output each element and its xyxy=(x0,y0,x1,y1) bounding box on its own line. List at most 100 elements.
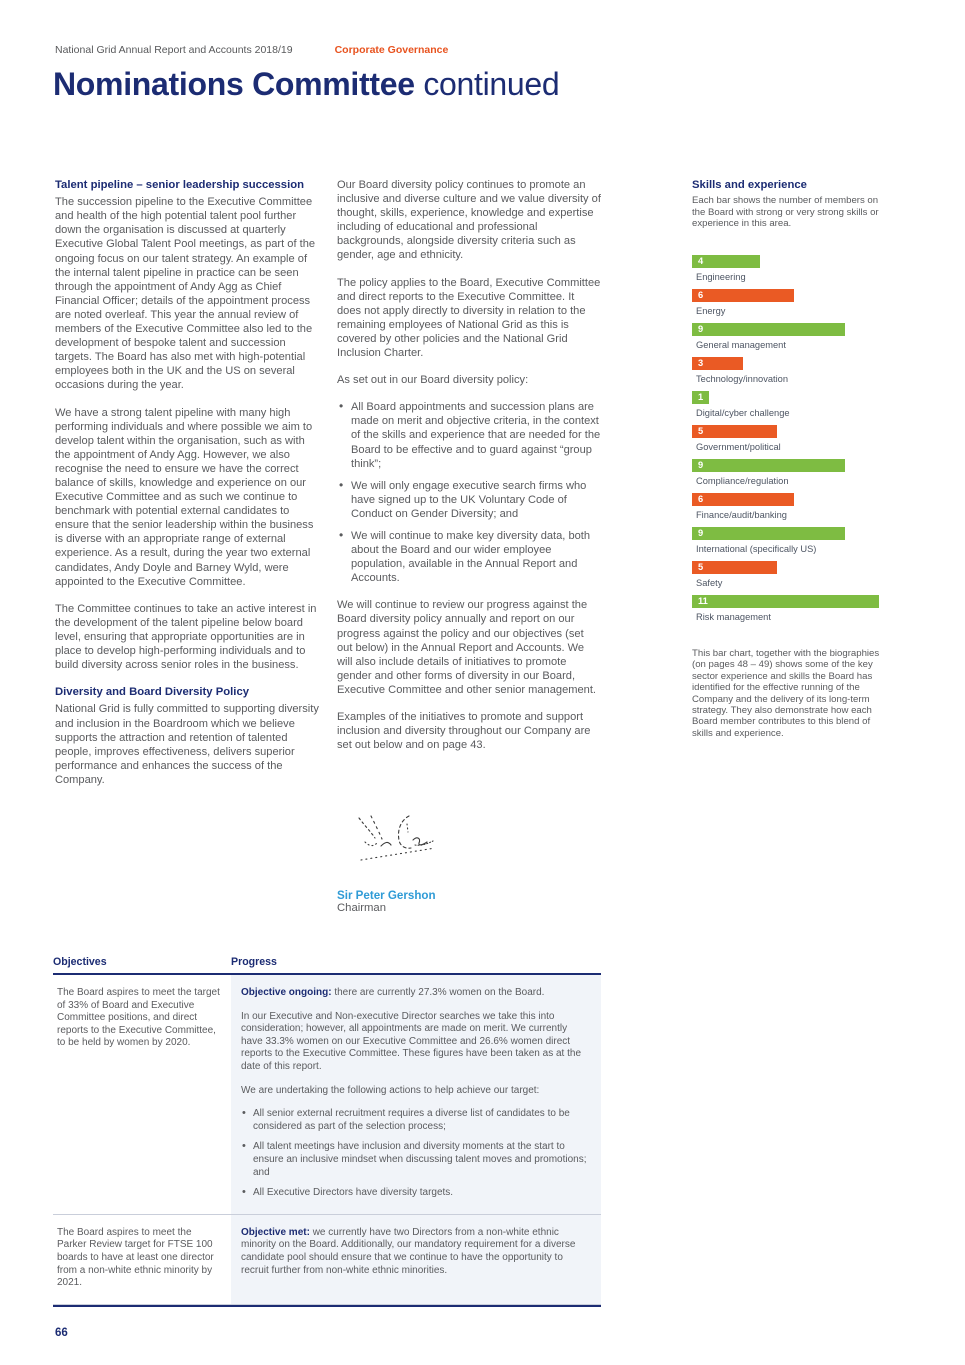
chart-bar-value: 11 xyxy=(698,596,708,606)
chart-bar-value: 3 xyxy=(698,358,704,368)
body-column-three: Skills and experience Each bar shows the… xyxy=(692,178,892,242)
body-column-one: Talent pipeline – senior leadership succ… xyxy=(55,178,319,787)
list-item: All Board appointments and succession pl… xyxy=(337,399,601,470)
chart-bar-label: Compliance/regulation xyxy=(696,476,789,486)
chart-bar-row: 1 Digital/cyber challenge xyxy=(692,391,892,425)
running-header: National Grid Annual Report and Accounts… xyxy=(55,44,448,56)
progress-status-line: Objective met: we currently have two Dir… xyxy=(241,1227,591,1277)
chart-bar: 3 xyxy=(692,357,743,370)
status-badge: Objective met: xyxy=(241,1226,310,1238)
chart-caption: This bar chart, together with the biogra… xyxy=(692,648,880,739)
chart-bar-row: 5 Safety xyxy=(692,561,892,595)
skills-bar-chart: 4 Engineering 6 Energy 9 General management 3 T… xyxy=(692,255,892,629)
chart-bar-row: 6 Energy xyxy=(692,289,892,323)
chart-bar: 5 xyxy=(692,561,777,574)
table-bottom-rule xyxy=(53,1304,601,1307)
page-title-bold: Nominations Committee xyxy=(53,66,415,102)
body-column-two: Our Board diversity policy continues to … xyxy=(337,178,601,765)
chart-bar-row: 9 International (specifically US) xyxy=(692,527,892,561)
table-header-row: Objectives Progress xyxy=(53,956,601,975)
progress-cell: Objective ongoing: there are currently 2… xyxy=(231,975,601,1214)
heading-skills-experience: Skills and experience xyxy=(692,179,807,191)
column-header-objectives: Objectives xyxy=(53,956,107,968)
chart-intro-text: Each bar shows the number of members on … xyxy=(692,195,879,230)
section-name: Corporate Governance xyxy=(334,44,449,56)
chart-bar-label: International (specifically US) xyxy=(696,544,817,554)
objective-cell: The Board aspires to meet the Parker Rev… xyxy=(53,1214,231,1304)
chart-bar-label: General management xyxy=(696,340,786,350)
column-header-progress: Progress xyxy=(231,956,277,968)
chart-bar-row: 6 Finance/audit/banking xyxy=(692,493,892,527)
chart-bar-label: Finance/audit/banking xyxy=(696,510,787,520)
paragraph: The succession pipeline to the Executive… xyxy=(55,196,316,392)
chart-bar-value: 5 xyxy=(698,562,704,572)
chart-bar: 9 xyxy=(692,323,845,336)
status-detail: we currently have two Directors from a n… xyxy=(241,1226,576,1276)
chart-bar-value: 4 xyxy=(698,256,704,266)
chart-bar-label: Digital/cyber challenge xyxy=(696,408,790,418)
paragraph: In our Executive and Non-executive Direc… xyxy=(241,1010,582,1072)
chart-bar-row: 3 Technology/innovation xyxy=(692,357,892,391)
status-badge: Objective ongoing: xyxy=(241,987,332,998)
status-detail: there are currently 27.3% women on the B… xyxy=(331,987,545,998)
chart-bar-label: Energy xyxy=(696,306,726,316)
paragraph: We will continue to review our progress … xyxy=(337,599,596,696)
chart-bar: 6 xyxy=(692,289,794,302)
chart-bar: 6 xyxy=(692,493,794,506)
progress-status-line: Objective ongoing: there are currently 2… xyxy=(241,987,591,1000)
chart-bar-label: Engineering xyxy=(696,272,746,282)
heading-talent-pipeline: Talent pipeline – senior leadership succ… xyxy=(55,179,305,191)
paragraph: National Grid is fully committed to supp… xyxy=(55,703,319,786)
paragraph: The policy applies to the Board, Executi… xyxy=(337,276,601,360)
objective-cell: The Board aspires to meet the target of … xyxy=(53,975,231,1214)
progress-bullet-list: All senior external recruitment requires… xyxy=(241,1107,591,1200)
table-row: The Board aspires to meet the target of … xyxy=(53,975,601,1215)
list-item: All talent meetings have inclusion and d… xyxy=(241,1140,591,1179)
chart-bar: 11 xyxy=(692,595,879,608)
chart-bar-row: 4 Engineering xyxy=(692,255,892,289)
chart-bar: 5 xyxy=(692,425,777,438)
chart-bar-label: Government/political xyxy=(696,442,781,452)
paragraph: Our Board diversity policy continues to … xyxy=(337,179,601,262)
list-item: All senior external recruitment requires… xyxy=(241,1107,591,1133)
signature-image xyxy=(355,812,475,872)
table-row: The Board aspires to meet the Parker Rev… xyxy=(53,1214,601,1305)
policy-bullet-list: All Board appointments and succession pl… xyxy=(337,399,601,585)
publication-name: National Grid Annual Report and Accounts… xyxy=(55,44,293,56)
chart-bar-row: 9 Compliance/regulation xyxy=(692,459,892,493)
chart-bar-label: Safety xyxy=(696,578,723,588)
chart-bar-label: Technology/innovation xyxy=(696,374,789,384)
chart-bar-label: Risk management xyxy=(696,612,771,622)
paragraph: Examples of the initiatives to promote a… xyxy=(337,711,591,752)
list-item: All Executive Directors have diversity t… xyxy=(241,1186,591,1200)
chart-bar-row: 11 Risk management xyxy=(692,595,892,629)
list-item: We will only engage executive search fir… xyxy=(337,478,601,521)
chairman-role: Chairman xyxy=(337,902,386,914)
chart-bar: 9 xyxy=(692,527,845,540)
paragraph: As set out in our Board diversity policy… xyxy=(337,374,529,387)
chairman-name: Sir Peter Gershon xyxy=(337,889,436,902)
chart-bar: 4 xyxy=(692,255,760,268)
chart-bar: 1 xyxy=(692,391,709,404)
chart-bar-value: 6 xyxy=(698,494,704,504)
chart-bar-value: 1 xyxy=(698,392,704,402)
chart-bar-value: 5 xyxy=(698,426,704,436)
chart-bar: 9 xyxy=(692,459,845,472)
page-title-continued: continued xyxy=(414,66,560,102)
chart-bar-row: 9 General management xyxy=(692,323,892,357)
chart-bar-row: 5 Government/political xyxy=(692,425,892,459)
page-title: Nominations Committee continued xyxy=(53,66,560,103)
paragraph: The Committee continues to take an activ… xyxy=(55,602,317,672)
list-item: We will continue to make key diversity d… xyxy=(337,528,601,585)
chart-bar-value: 9 xyxy=(698,324,704,334)
paragraph: We have a strong talent pipeline with ma… xyxy=(55,406,314,588)
objectives-progress-table: Objectives Progress The Board aspires to… xyxy=(53,956,601,1307)
chart-bar-value: 9 xyxy=(698,528,704,538)
progress-cell: Objective met: we currently have two Dir… xyxy=(231,1214,601,1304)
chart-bar-value: 6 xyxy=(698,290,704,300)
heading-diversity-policy: Diversity and Board Diversity Policy xyxy=(55,686,250,699)
paragraph: We are undertaking the following actions… xyxy=(241,1084,540,1096)
chart-bar-value: 9 xyxy=(698,460,704,470)
page-number: 66 xyxy=(55,1327,68,1339)
